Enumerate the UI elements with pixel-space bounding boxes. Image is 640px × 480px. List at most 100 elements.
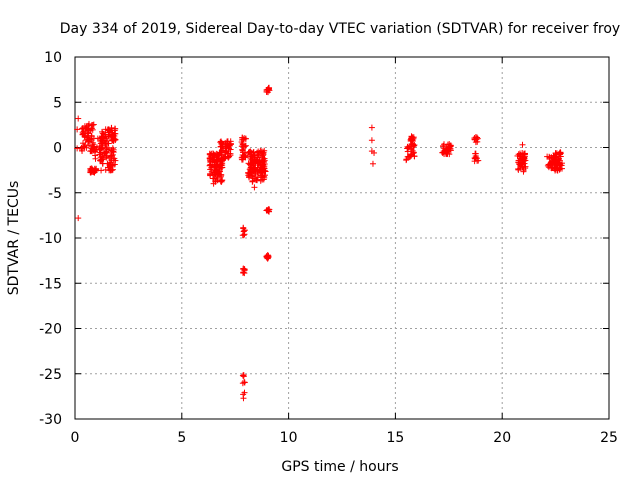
- y-tick-label: 10: [44, 50, 62, 66]
- x-tick-label: 20: [493, 430, 511, 446]
- data-point-marker: [218, 178, 225, 185]
- data-point-marker: [93, 144, 100, 151]
- data-point-marker: [218, 172, 225, 179]
- data-point-marker: [241, 227, 248, 234]
- data-point-marker: [211, 159, 218, 166]
- data-markers: [74, 84, 565, 402]
- data-point-marker: [404, 148, 411, 155]
- data-point-marker: [552, 150, 559, 157]
- data-point-marker: [473, 136, 480, 143]
- data-point-marker: [105, 140, 112, 147]
- data-point-marker: [518, 161, 525, 168]
- axis-ticks: 0 5 10 15 20 25 10 5 0 -5 -10 -15 -20 -25 -30: [39, 50, 618, 446]
- data-point-marker: [74, 145, 81, 152]
- data-point-marker: [544, 162, 551, 169]
- data-point-marker: [520, 156, 527, 163]
- data-point-marker: [214, 177, 221, 184]
- data-point-marker: [102, 141, 109, 148]
- data-point-marker: [98, 167, 105, 174]
- data-point-marker: [266, 84, 273, 91]
- data-point-marker: [75, 115, 82, 122]
- data-point-marker: [245, 172, 252, 179]
- data-point-marker: [260, 150, 267, 157]
- data-point-marker: [240, 224, 247, 231]
- y-tick-label: -25: [39, 367, 62, 383]
- data-point-marker: [371, 149, 378, 156]
- data-point-marker: [242, 142, 249, 149]
- data-point-marker: [258, 158, 265, 165]
- data-point-marker: [257, 177, 264, 184]
- data-point-marker: [226, 142, 233, 149]
- data-point-marker: [554, 167, 561, 174]
- chart-title: Day 334 of 2019, Sidereal Day-to-day VTE…: [60, 21, 620, 37]
- data-point-marker: [249, 178, 256, 185]
- grid-lines: [75, 57, 609, 419]
- data-point-marker: [410, 150, 417, 157]
- data-point-marker: [248, 153, 255, 160]
- data-point-marker: [410, 142, 417, 149]
- data-point-marker: [240, 265, 247, 272]
- data-point-marker: [105, 164, 112, 171]
- data-point-marker: [88, 166, 95, 173]
- data-point-marker: [102, 133, 109, 140]
- data-point-marker: [521, 151, 528, 158]
- data-point-marker: [557, 149, 564, 156]
- data-point-marker: [265, 253, 272, 260]
- data-point-marker: [105, 146, 112, 153]
- data-point-marker: [240, 232, 247, 239]
- y-tick-label: 0: [53, 141, 62, 157]
- data-point-marker: [92, 146, 99, 153]
- data-point-marker: [218, 164, 225, 171]
- y-tick-label: -15: [39, 276, 62, 292]
- data-point-marker: [246, 171, 253, 178]
- data-point-marker: [105, 129, 112, 136]
- data-point-marker: [74, 126, 81, 133]
- data-point-marker: [249, 166, 256, 173]
- data-point-marker: [218, 152, 225, 159]
- data-point-marker: [472, 150, 479, 157]
- data-point-marker: [219, 143, 226, 150]
- data-point-marker: [249, 163, 256, 170]
- data-point-marker: [474, 135, 481, 142]
- data-point-marker: [92, 167, 99, 174]
- data-point-marker: [553, 158, 560, 165]
- data-point-marker: [447, 142, 454, 149]
- data-point-marker: [108, 166, 115, 173]
- data-point-marker: [88, 132, 95, 139]
- data-point-marker: [544, 153, 551, 160]
- data-point-marker: [109, 137, 116, 144]
- data-point-marker: [91, 143, 98, 150]
- data-point-marker: [257, 162, 264, 169]
- data-point-marker: [261, 147, 268, 154]
- data-point-marker: [107, 133, 114, 140]
- data-point-marker: [92, 155, 99, 162]
- data-point-marker: [100, 155, 107, 162]
- x-tick-label: 25: [600, 430, 618, 446]
- y-tick-label: -20: [39, 322, 62, 338]
- data-point-marker: [239, 372, 246, 379]
- data-point-marker: [516, 153, 523, 160]
- y-axis-label: SDTVAR / TECUs: [6, 181, 22, 296]
- data-point-marker: [209, 154, 216, 161]
- data-point-marker: [265, 208, 272, 215]
- data-point-marker: [250, 162, 257, 169]
- data-point-marker: [409, 134, 416, 141]
- y-tick-label: -30: [39, 412, 62, 428]
- data-point-marker: [75, 215, 82, 222]
- data-point-marker: [105, 126, 112, 133]
- data-point-marker: [368, 137, 375, 144]
- data-point-marker: [241, 389, 248, 396]
- data-point-marker: [475, 157, 482, 164]
- data-point-marker: [240, 395, 247, 402]
- data-point-marker: [557, 161, 564, 168]
- data-point-marker: [206, 162, 213, 169]
- y-tick-label: 5: [53, 95, 62, 111]
- data-point-marker: [258, 167, 265, 174]
- data-point-marker: [85, 134, 92, 141]
- data-point-marker: [85, 126, 92, 133]
- data-point-marker: [368, 124, 375, 131]
- data-point-marker: [255, 148, 262, 155]
- data-point-marker: [472, 139, 479, 146]
- x-tick-label: 15: [386, 430, 404, 446]
